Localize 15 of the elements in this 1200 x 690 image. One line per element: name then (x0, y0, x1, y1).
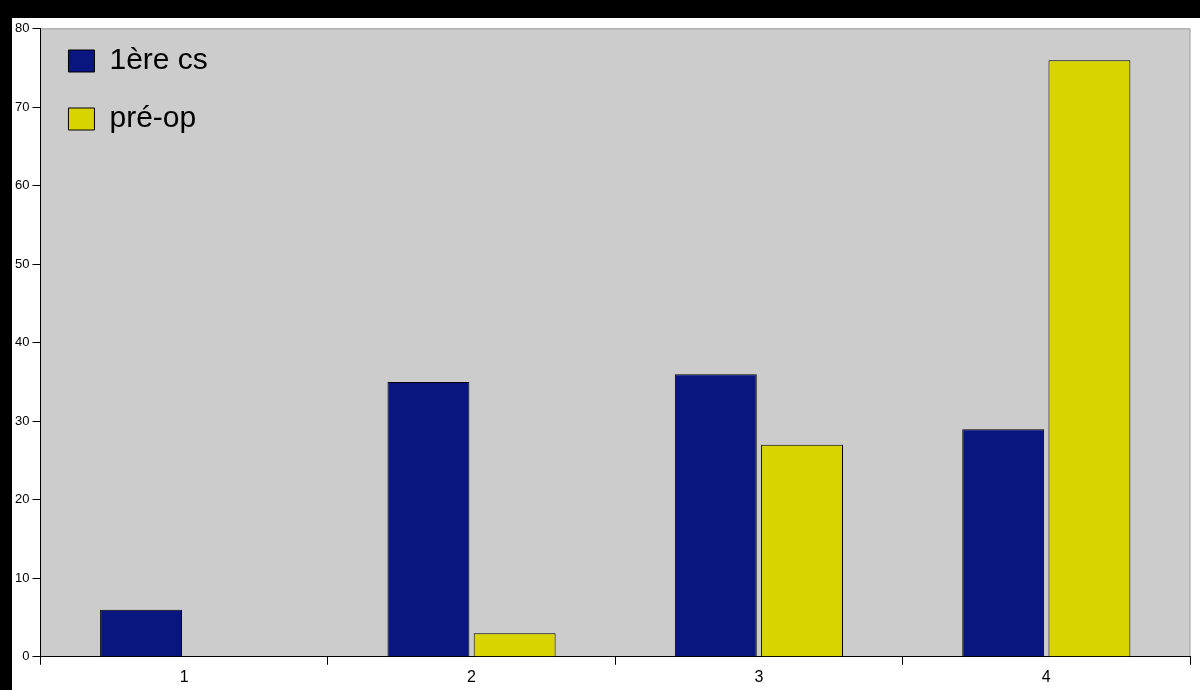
y-tick-label: 60 (14, 177, 30, 193)
y-tick-label: 40 (14, 334, 30, 350)
y-tick-label: 10 (14, 569, 30, 585)
y-tick-label: 30 (14, 412, 30, 428)
x-tick-label: 1 (179, 667, 189, 685)
legend-label: pré-op (109, 100, 197, 134)
y-tick-label: 20 (14, 491, 30, 507)
x-tick-label: 4 (1041, 667, 1051, 685)
y-tick-label: 50 (14, 255, 30, 271)
y-tick-label: 0 (22, 648, 30, 664)
x-tick-label: 2 (467, 667, 477, 685)
y-tick-label: 70 (14, 98, 30, 114)
x-tick-label: 3 (754, 667, 764, 685)
y-tick-label: 80 (14, 20, 30, 36)
legend-label: 1ère cs (109, 42, 208, 76)
